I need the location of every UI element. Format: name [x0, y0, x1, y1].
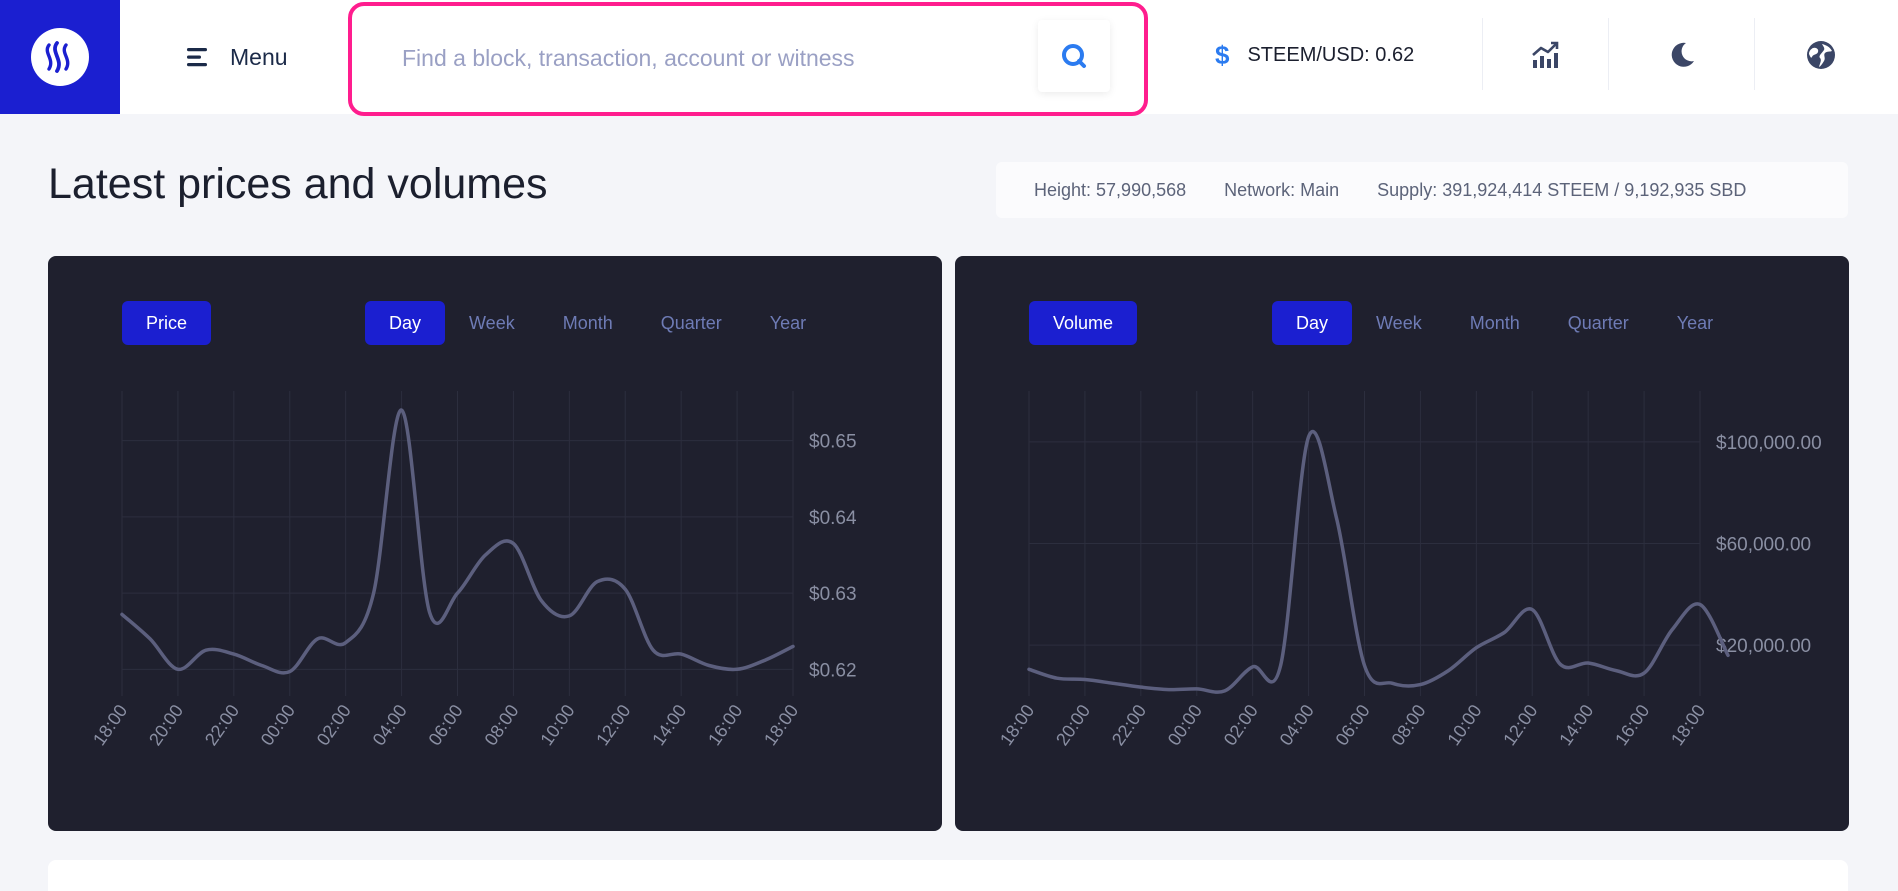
- x-tick-label: 16:00: [704, 701, 746, 749]
- y-tick-label: $0.64: [809, 508, 857, 529]
- series-line: [1027, 429, 1730, 694]
- menu-icon: [187, 48, 207, 67]
- x-tick-label: 00:00: [1164, 701, 1206, 749]
- y-tick-label: $0.63: [809, 584, 857, 605]
- steem-logo-icon: [31, 28, 89, 86]
- series-line: [120, 408, 795, 675]
- range-tab-quarter[interactable]: Quarter: [1567, 312, 1629, 333]
- x-tick-label: 06:00: [425, 701, 467, 749]
- x-tick-label: 20:00: [145, 701, 187, 749]
- x-tick-label: 18:00: [996, 701, 1038, 749]
- x-tick-label: 02:00: [313, 701, 355, 749]
- menu-label: Menu: [230, 43, 288, 70]
- moon-icon: [1671, 42, 1694, 67]
- x-tick-label: 18:00: [1667, 701, 1709, 749]
- x-tick-label: 12:00: [592, 701, 634, 749]
- dollar-icon: $: [1215, 39, 1230, 70]
- range-tab-year[interactable]: Year: [1676, 312, 1714, 333]
- x-tick-label: 14:00: [1555, 701, 1597, 749]
- header-divider: [1482, 18, 1483, 90]
- bottom-card: [48, 860, 1848, 891]
- x-tick-label: 12:00: [1499, 701, 1541, 749]
- price-ticker[interactable]: $ STEEM/USD: 0.62: [1215, 38, 1414, 72]
- x-tick-label: 04:00: [369, 701, 411, 749]
- chart-trend-icon: [1532, 41, 1559, 68]
- header-divider: [1754, 18, 1755, 90]
- logo-box[interactable]: [0, 0, 120, 114]
- search-button[interactable]: [1038, 20, 1110, 92]
- globe-icon: [1807, 41, 1835, 69]
- price-range-tabs: Day Week Month Quarter Year: [365, 301, 830, 345]
- x-tick-label: 08:00: [480, 701, 522, 749]
- network-name: Network: Main: [1224, 179, 1340, 200]
- x-tick-label: 04:00: [1276, 701, 1318, 749]
- x-tick-label: 20:00: [1052, 701, 1094, 749]
- range-tab-day[interactable]: Day: [1272, 301, 1353, 345]
- volume-range-tabs: Day Week Month Quarter Year: [1272, 301, 1737, 345]
- x-tick-label: 08:00: [1387, 701, 1429, 749]
- x-tick-label: 22:00: [1108, 701, 1150, 749]
- x-tick-label: 10:00: [1443, 701, 1485, 749]
- range-tab-quarter[interactable]: Quarter: [660, 312, 722, 333]
- x-tick-label: 18:00: [760, 701, 802, 749]
- y-tick-label: $60,000.00: [1716, 535, 1811, 556]
- x-tick-label: 06:00: [1332, 701, 1374, 749]
- range-tab-week[interactable]: Week: [469, 312, 515, 333]
- language-button[interactable]: [1791, 30, 1851, 80]
- menu-button[interactable]: Menu: [186, 35, 288, 79]
- range-tab-year[interactable]: Year: [769, 312, 807, 333]
- ticker-text: STEEM/USD: 0.62: [1247, 43, 1415, 66]
- x-tick-label: 16:00: [1611, 701, 1653, 749]
- network-stats: Height: 57,990,568 Network: Main Supply:…: [996, 162, 1848, 218]
- x-tick-label: 10:00: [536, 701, 578, 749]
- theme-toggle-button[interactable]: [1652, 30, 1712, 80]
- x-tick-label: 22:00: [201, 701, 243, 749]
- volume-tab[interactable]: Volume: [1029, 301, 1138, 345]
- header-divider: [1608, 18, 1609, 90]
- range-tab-day[interactable]: Day: [365, 301, 446, 345]
- search-input[interactable]: [402, 36, 1022, 80]
- price-chart-panel: Price Day Week Month Quarter Year $0.65 $…: [48, 256, 942, 831]
- price-chart: $0.65 $0.64 $0.63 $0.62 18:00 20:00 22:00 00:00…: [89, 391, 857, 749]
- volume-chart: $100,000.00 $60,000.00 $20,000.00 18:00 20:0…: [996, 391, 1822, 749]
- x-tick-label: 00:00: [257, 701, 299, 749]
- supply-info: Supply: 391,924,414 STEEM / 9,192,935 SB…: [1377, 179, 1747, 200]
- volume-chart-panel: Volume Day Week Month Quarter Year $100,…: [955, 256, 1849, 831]
- range-tab-month[interactable]: Month: [1469, 312, 1520, 333]
- block-height: Height: 57,990,568: [1034, 179, 1187, 200]
- y-tick-label: $100,000.00: [1716, 433, 1822, 454]
- search-icon: [1062, 44, 1086, 68]
- x-tick-label: 02:00: [1220, 701, 1262, 749]
- page-title: Latest prices and volumes: [48, 160, 548, 208]
- search-box: [348, 2, 1148, 116]
- range-tab-month[interactable]: Month: [562, 312, 613, 333]
- y-tick-label: $20,000.00: [1716, 636, 1811, 657]
- y-tick-label: $0.62: [809, 660, 857, 681]
- top-header: Menu $ STEEM/USD: 0.62: [0, 0, 1898, 116]
- y-tick-label: $0.65: [809, 432, 857, 453]
- range-tab-week[interactable]: Week: [1376, 312, 1422, 333]
- price-tab[interactable]: Price: [122, 301, 212, 345]
- x-tick-label: 14:00: [648, 701, 690, 749]
- x-tick-label: 18:00: [89, 701, 131, 749]
- stats-button[interactable]: [1515, 30, 1575, 80]
